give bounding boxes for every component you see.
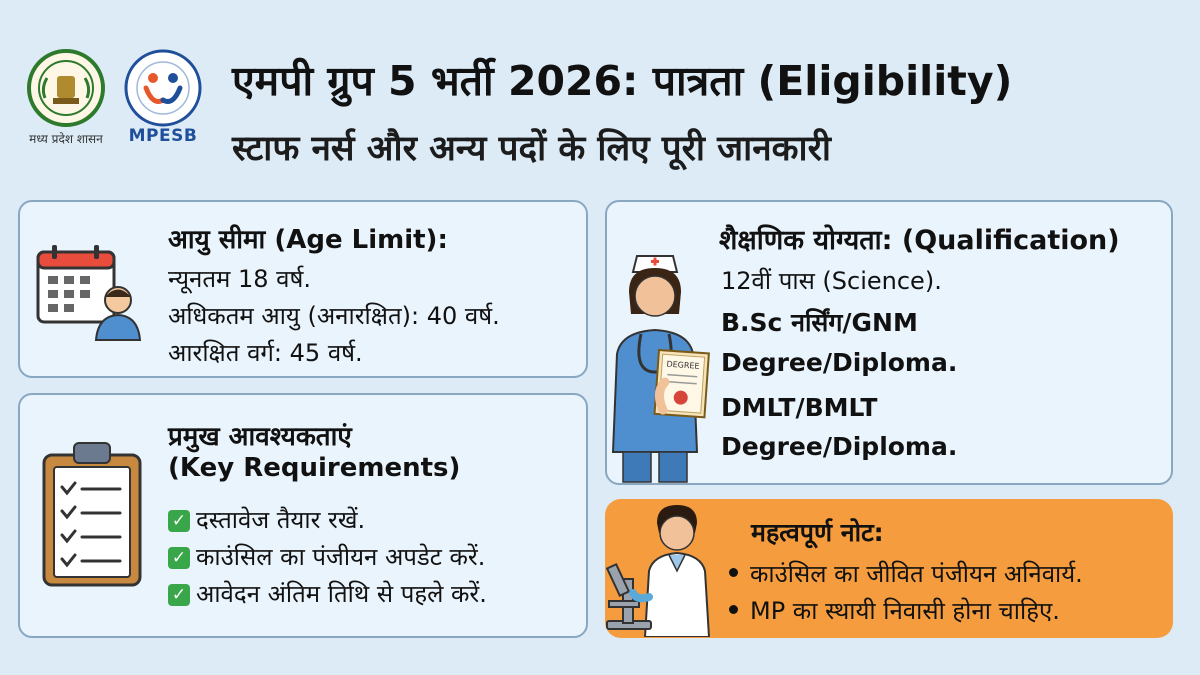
note-item: काउंसिल का जीवित पंजीयन अनिवार्य.	[729, 557, 1083, 590]
age-limit-card: आयु सीमा (Age Limit): न्यूनतम 18 वर्ष. अ…	[18, 200, 588, 378]
mp-government-emblem-icon	[27, 49, 105, 127]
bullet-icon	[729, 568, 738, 577]
green-checkmark-icon: ✓	[168, 547, 190, 569]
qualification-line: 12वीं पास (Science).	[721, 267, 942, 295]
qualification-card: DEGREE शैक्षणिक योग्यता: (Qualification)…	[605, 200, 1173, 485]
age-limit-max: अधिकतम आयु (अनारक्षित): 40 वर्ष.	[168, 302, 500, 330]
page-subtitle: स्टाफ नर्स और अन्य पदों के लिए पूरी जानक…	[232, 129, 831, 169]
important-note-card: महत्वपूर्ण नोट: काउंसिल का जीवित पंजीयन …	[605, 499, 1173, 638]
requirement-item: ✓ आवेदन अंतिम तिथि से पहले करें.	[168, 577, 487, 610]
mpesb-logo-caption: MPESB	[128, 126, 198, 146]
clipboard-checklist-icon	[42, 442, 142, 587]
green-checkmark-icon: ✓	[168, 584, 190, 606]
age-limit-heading: आयु सीमा (Age Limit):	[168, 225, 448, 255]
key-requirements-heading-line1: प्रमुख आवश्यकताएं	[168, 422, 352, 452]
page-title: एमपी ग्रुप 5 भर्ती 2026: पात्रता (Eligib…	[232, 57, 1013, 105]
qualification-line: DMLT/BMLT	[721, 393, 878, 422]
requirement-item: ✓ काउंसिल का पंजीयन अपडेट करें.	[168, 540, 485, 573]
requirement-item: ✓ दस्तावेज तैयार रखें.	[168, 503, 365, 536]
qualification-line: Degree/Diploma.	[721, 432, 958, 461]
mpesb-logo: MPESB	[118, 48, 208, 146]
mp-logo-caption: मध्य प्रदेश शासन	[29, 132, 103, 146]
key-requirements-card: प्रमुख आवश्यकताएं (Key Requirements) ✓ दस…	[18, 393, 588, 638]
mp-government-logo: मध्य प्रदेश शासन	[18, 48, 114, 147]
age-limit-min: न्यूनतम 18 वर्ष.	[168, 265, 311, 293]
degree-label: DEGREE	[666, 360, 700, 371]
lab-technician-microscope-icon	[605, 505, 711, 637]
qualification-line: B.Sc नर्सिंग/GNM	[721, 308, 918, 337]
qualification-line: Degree/Diploma.	[721, 348, 958, 377]
nurse-with-degree-icon: DEGREE	[611, 255, 710, 483]
age-limit-reserved: आरक्षित वर्ग: 45 वर्ष.	[168, 339, 363, 367]
green-checkmark-icon: ✓	[168, 510, 190, 532]
note-item: MP का स्थायी निवासी होना चाहिए.	[729, 594, 1060, 627]
bullet-icon	[729, 605, 738, 614]
qualification-heading: शैक्षणिक योग्यता: (Qualification)	[719, 225, 1120, 256]
calendar-person-icon	[36, 245, 142, 341]
important-note-heading: महत्वपूर्ण नोट:	[751, 518, 884, 547]
key-requirements-heading-line2: (Key Requirements)	[168, 453, 461, 483]
mpesb-logo-icon	[124, 49, 202, 127]
